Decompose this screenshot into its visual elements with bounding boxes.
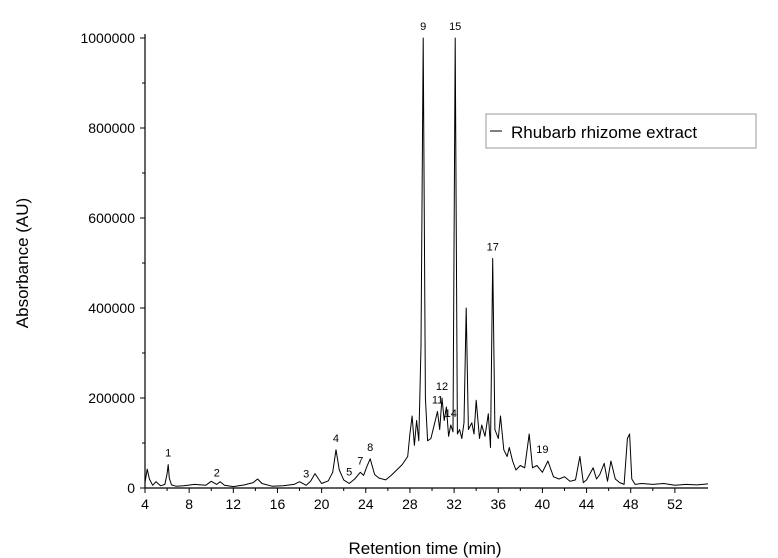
y-tick-label: 800000	[88, 120, 135, 136]
legend: Rhubarb rhizome extract	[485, 113, 757, 149]
x-tick-label: 44	[579, 496, 595, 512]
peak-label: 4	[333, 433, 339, 445]
x-axis-title: Retention time (min)	[348, 539, 501, 558]
peak-label: 15	[449, 21, 461, 33]
peak-label: 7	[357, 455, 363, 467]
peak-label: 5	[346, 467, 352, 479]
x-tick-label: 40	[535, 496, 551, 512]
peak-label: 2	[214, 467, 220, 479]
y-tick-label: 0	[127, 480, 135, 496]
x-tick-label: 28	[402, 496, 418, 512]
x-tick-label: 52	[667, 496, 683, 512]
y-tick-label: 200000	[88, 390, 135, 406]
peak-label: 19	[536, 444, 548, 456]
peak-label: 17	[487, 242, 499, 254]
x-tick-label: 24	[358, 496, 374, 512]
series-line	[144, 37, 709, 488]
x-tick-label: 36	[490, 496, 506, 512]
x-tick-label: 20	[314, 496, 330, 512]
peak-label: 11	[432, 395, 443, 407]
peak-label: 14	[445, 408, 457, 420]
legend-label: Rhubarb rhizome extract	[511, 123, 697, 142]
plot-area: 4 8 12 16 20 24 28 32 36 40 44 48 520200000400000600…	[80, 21, 709, 512]
peak-label: 12	[436, 381, 448, 393]
x-tick-label: 32	[446, 496, 462, 512]
peak-label: 8	[367, 442, 373, 454]
y-tick-label: 600000	[88, 210, 135, 226]
y-tick-label: 1000000	[80, 30, 135, 46]
x-tick-label: 8	[185, 496, 193, 512]
y-axis-title: Absorbance (AU)	[13, 198, 32, 328]
peak-label: 3	[303, 468, 309, 480]
x-tick-label: 12	[226, 496, 242, 512]
x-tick-label: 16	[270, 496, 286, 512]
peak-label: 1	[165, 448, 171, 460]
legend-box	[485, 113, 757, 149]
y-tick-label: 400000	[88, 300, 135, 316]
x-tick-label: 4	[141, 496, 149, 512]
peak-label: 9	[420, 21, 426, 33]
x-tick-label: 48	[623, 496, 639, 512]
